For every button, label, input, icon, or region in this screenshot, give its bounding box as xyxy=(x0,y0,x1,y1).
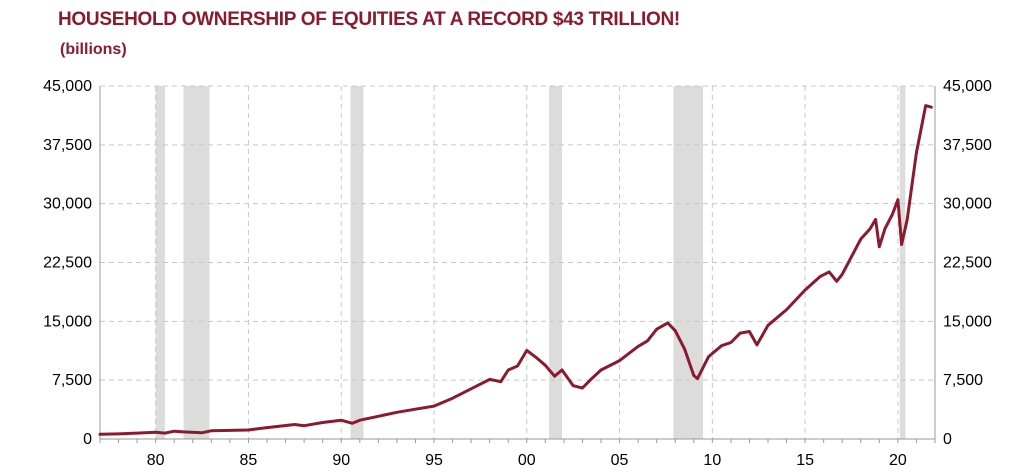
y-tick-label-left: 45,000 xyxy=(43,78,92,95)
y-tick-label-left: 30,000 xyxy=(43,196,92,213)
y-tick-label-right: 7,500 xyxy=(943,372,983,389)
y-tick-label-left: 7,500 xyxy=(52,372,92,389)
x-tick-label: 15 xyxy=(796,452,814,469)
y-tick-label-left: 22,500 xyxy=(43,255,92,272)
y-tick-label-right: 30,000 xyxy=(943,196,992,213)
x-tick-label: 85 xyxy=(240,452,258,469)
y-tick-label-right: 37,500 xyxy=(943,137,992,154)
y-tick-label-right: 15,000 xyxy=(943,313,992,330)
x-tick-label: 20 xyxy=(889,452,907,469)
x-tick-label: 00 xyxy=(518,452,536,469)
y-tick-label-right: 45,000 xyxy=(943,78,992,95)
grid-lines xyxy=(100,85,935,439)
chart-title: HOUSEHOLD OWNERSHIP OF EQUITIES AT A REC… xyxy=(58,9,680,30)
recession-shading xyxy=(155,86,906,439)
y-tick-label-left: 15,000 xyxy=(43,313,92,330)
recession-band xyxy=(155,86,165,439)
x-tick-label: 05 xyxy=(611,452,629,469)
x-tick-label: 10 xyxy=(703,452,721,469)
x-tick-label: 90 xyxy=(332,452,350,469)
recession-band xyxy=(549,86,563,439)
equities-series-line xyxy=(98,104,933,436)
y-tick-label-left: 0 xyxy=(83,431,92,448)
y-tick-label-right: 0 xyxy=(943,431,952,448)
recession-band xyxy=(183,86,210,439)
series-layer xyxy=(98,104,933,436)
axes xyxy=(99,86,936,443)
x-tick-label: 80 xyxy=(147,452,165,469)
y-tick-label-right: 22,500 xyxy=(943,255,992,272)
y-tick-label-left: 37,500 xyxy=(43,137,92,154)
chart-subtitle: (billions) xyxy=(60,41,127,58)
x-tick-label: 95 xyxy=(425,452,443,469)
